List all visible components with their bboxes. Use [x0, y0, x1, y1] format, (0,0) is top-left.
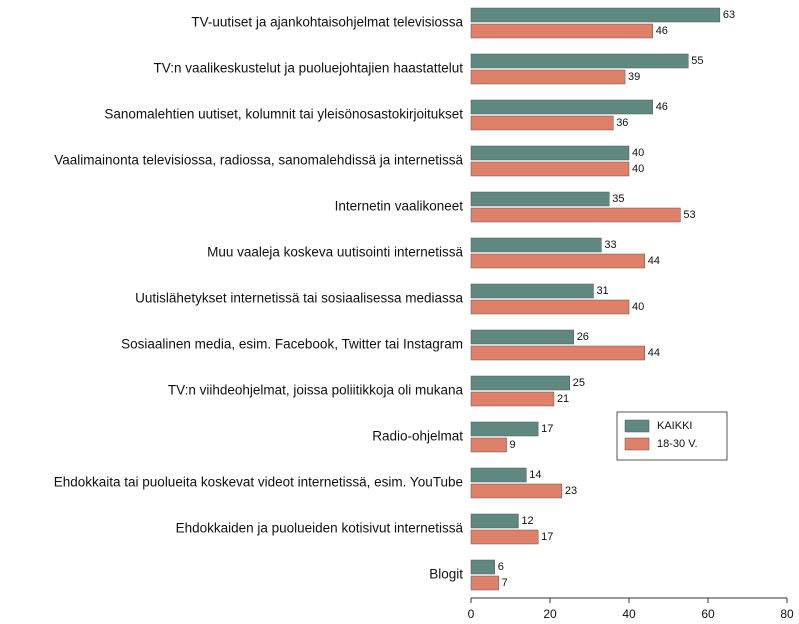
- legend-swatch: [624, 437, 650, 451]
- value-label: 40: [632, 301, 644, 313]
- value-label: 36: [616, 117, 628, 129]
- value-label: 40: [632, 163, 644, 175]
- x-tick-label: 80: [780, 607, 794, 621]
- bar: [470, 483, 563, 499]
- value-label: 40: [632, 147, 644, 159]
- bar: [470, 7, 721, 23]
- value-label: 39: [628, 71, 640, 83]
- value-label: 53: [683, 209, 695, 221]
- bar: [470, 345, 646, 361]
- legend-label: KAIKKI: [657, 420, 692, 432]
- value-label: 35: [612, 193, 624, 205]
- bar: [470, 191, 610, 207]
- value-label: 33: [604, 239, 616, 251]
- value-label: 44: [648, 347, 660, 359]
- value-label: 31: [596, 285, 608, 297]
- bar: [470, 99, 653, 115]
- category-label: Sosiaalinen media, esim. Facebook, Twitt…: [121, 337, 463, 352]
- value-label: 46: [656, 101, 668, 113]
- category-label: Ehdokkaita tai puolueita koskevat videot…: [54, 475, 463, 490]
- bar: [470, 529, 539, 545]
- value-label: 25: [573, 377, 585, 389]
- category-label: Muu vaaleja koskeva uutisointi interneti…: [207, 245, 463, 260]
- value-label: 17: [541, 531, 553, 543]
- bar: [470, 237, 602, 253]
- bar: [470, 115, 614, 131]
- value-label: 14: [529, 469, 541, 481]
- legend-label: 18-30 V.: [657, 438, 698, 450]
- value-label: 46: [656, 25, 668, 37]
- bar: [470, 23, 653, 39]
- category-label: Internetin vaalikoneet: [335, 199, 464, 214]
- value-label: 26: [577, 331, 589, 343]
- category-label: Blogit: [429, 567, 463, 582]
- x-tick-label: 20: [543, 607, 557, 621]
- bar: [470, 559, 495, 575]
- bar: [470, 467, 527, 483]
- category-label: TV:n vaalikeskustelut ja puoluejohtajien…: [154, 61, 464, 76]
- bar: [470, 329, 574, 345]
- bar: [470, 161, 630, 177]
- category-label: Vaalimainonta televisiossa, radiossa, sa…: [54, 153, 463, 168]
- value-label: 23: [565, 485, 577, 497]
- x-tick-label: 0: [468, 607, 475, 621]
- bar: [470, 575, 499, 591]
- bar: [470, 207, 681, 223]
- x-tick-label: 40: [622, 607, 636, 621]
- bar: [470, 375, 570, 391]
- category-label: Uutislähetykset internetissä tai sosiaal…: [135, 291, 463, 306]
- value-label: 12: [521, 515, 533, 527]
- bar: [470, 437, 507, 453]
- category-label: Sanomalehtien uutiset, kolumnit tai ylei…: [104, 107, 463, 122]
- bar: [470, 391, 555, 407]
- value-label: 44: [648, 255, 660, 267]
- bar: [470, 421, 539, 437]
- x-tick-label: 60: [701, 607, 715, 621]
- bar: [470, 145, 630, 161]
- value-label: 55: [691, 55, 703, 67]
- category-label: Radio-ohjelmat: [372, 429, 463, 444]
- bar: [470, 513, 519, 529]
- value-label: 17: [541, 423, 553, 435]
- category-label: Ehdokkaiden ja puolueiden kotisivut inte…: [176, 521, 464, 536]
- category-label: TV:n viihdeohjelmat, joissa poliitikkoja…: [168, 383, 464, 398]
- bar: [470, 283, 594, 299]
- bar: [470, 69, 626, 85]
- bar: [470, 299, 630, 315]
- value-label: 63: [723, 9, 735, 21]
- value-label: 9: [510, 439, 516, 451]
- value-label: 21: [557, 393, 569, 405]
- value-label: 6: [498, 561, 504, 573]
- bar: [470, 253, 646, 269]
- category-label: TV-uutiset ja ajankohtaisohjelmat televi…: [191, 15, 463, 30]
- value-label: 7: [502, 577, 508, 589]
- legend-swatch: [624, 419, 650, 433]
- bar: [470, 53, 689, 69]
